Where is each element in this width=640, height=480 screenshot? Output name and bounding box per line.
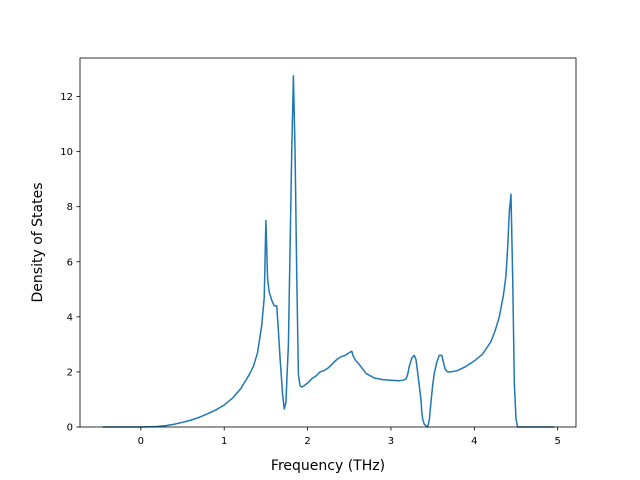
x-tick-label: 4 [471, 436, 477, 447]
y-tick-label: 6 [67, 257, 73, 268]
x-axis-title: Frequency (THz) [271, 458, 385, 474]
y-axis-title: Density of States [30, 183, 46, 303]
y-tick-label: 10 [60, 147, 73, 158]
y-tick-label: 2 [67, 367, 73, 378]
series-line-0 [102, 75, 555, 428]
x-tick-label: 2 [304, 436, 310, 447]
y-tick-label: 8 [67, 202, 73, 213]
x-tick-label: 1 [221, 436, 227, 447]
y-tick-label: 0 [67, 423, 73, 434]
y-tick-label: 4 [67, 312, 73, 323]
x-tick-label: 5 [554, 436, 560, 447]
x-tick-label: 0 [138, 436, 144, 447]
axes-frame [79, 57, 577, 428]
x-tick-label: 3 [388, 436, 394, 447]
y-tick-label: 12 [60, 92, 73, 103]
plot-area [79, 57, 577, 428]
